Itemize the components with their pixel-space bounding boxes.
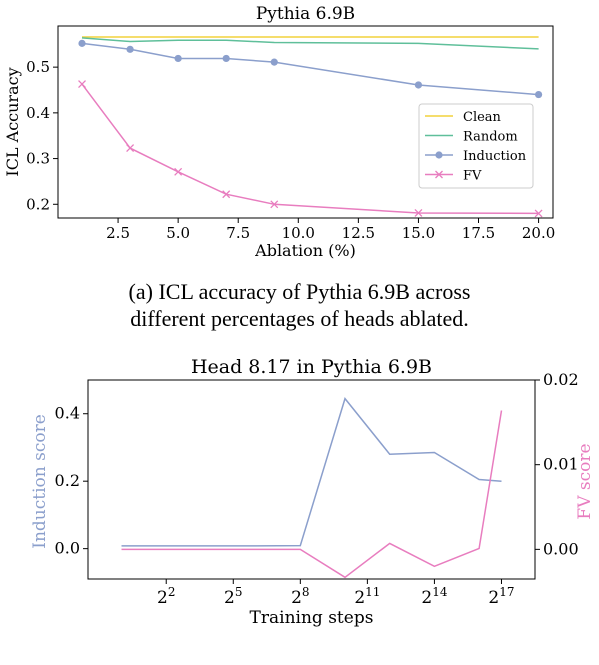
data-point-fv <box>414 209 423 217</box>
y-tick-label: 0.2 <box>26 195 50 213</box>
chart-ablation: Pythia 6.9B 2.5 5.0 7.5 10.0 12.5 15.0 17.5 20.0… <box>3 4 555 260</box>
x-tick-label: 25 <box>224 585 242 608</box>
x-tick-label: 2.5 <box>106 224 130 242</box>
series-line-induction-score <box>121 397 502 547</box>
marker-stroke <box>270 200 279 209</box>
y-tick-label-right: 0.02 <box>543 370 579 389</box>
y-axis-label: ICL Accuracy <box>3 67 22 176</box>
x-tick-label: 211 <box>354 585 380 608</box>
y-tick-label: 0.3 <box>26 150 50 168</box>
marker-stroke <box>78 80 86 89</box>
series-line-fv-score <box>121 410 503 579</box>
legend-label-clean: Clean <box>463 110 502 125</box>
marker-stroke <box>126 144 135 153</box>
data-point-induction <box>78 39 86 47</box>
data-point-induction <box>222 54 230 63</box>
legend-marker-induction <box>435 151 443 159</box>
figure-caption: (a) ICL accuracy of Pythia 6.9B across d… <box>0 278 599 332</box>
legend-label-fv: FV <box>463 169 482 184</box>
x-tick-label: 214 <box>421 585 447 608</box>
chart-title: Head 8.17 in Pythia 6.9B <box>191 356 432 378</box>
marker-stroke <box>222 190 231 199</box>
y-tick-label-right: 0.01 <box>543 455 579 474</box>
legend-label-induction: Induction <box>463 149 527 164</box>
marker-stroke <box>414 209 423 217</box>
marker-stroke <box>534 209 543 218</box>
plot-frame <box>87 379 536 580</box>
y-tick-label-right: 0.00 <box>543 539 579 558</box>
y-axis-label-right: FV score <box>575 443 595 519</box>
data-point-fv <box>78 80 86 89</box>
x-tick-label: 22 <box>157 585 175 608</box>
x-tick-label: 10.0 <box>282 224 315 242</box>
x-axis-label: Ablation (%) <box>254 241 356 260</box>
legend-label-random: Random <box>463 130 518 145</box>
y-tick-label-left: 0.4 <box>55 404 80 423</box>
y-tick-label: 0.4 <box>26 104 50 122</box>
data-point-induction <box>174 54 182 63</box>
x-tick-label: 7.5 <box>226 224 250 242</box>
x-tick-label: 28 <box>291 585 309 608</box>
x-tick-label: 15.0 <box>402 224 435 242</box>
y-tick-label: 0.5 <box>26 58 50 76</box>
marker-stroke <box>174 167 183 176</box>
data-point-fv <box>126 144 135 153</box>
data-point-induction <box>414 81 423 89</box>
y-tick-label-left: 0.2 <box>55 471 80 490</box>
y-tick-label-left: 0.0 <box>55 539 80 558</box>
data-point-fv <box>174 167 183 176</box>
legend-box <box>418 103 534 189</box>
chart-title: Pythia 6.9B <box>256 4 355 24</box>
y-axis-label-left: Induction score <box>30 414 50 549</box>
x-tick-label: 20.0 <box>522 224 555 242</box>
plot-frame <box>57 25 554 219</box>
x-tick-label: 5.0 <box>166 224 190 242</box>
data-point-fv <box>270 200 279 209</box>
caption-line-1: (a) ICL accuracy of Pythia 6.9B across <box>128 279 471 304</box>
caption-line-2: different percentages of heads ablated. <box>130 306 469 331</box>
data-point-fv <box>534 209 543 218</box>
data-point-induction <box>534 90 543 99</box>
x-axis-label: Training steps <box>250 608 374 628</box>
x-tick-label: 17.5 <box>462 224 495 242</box>
legend-marker-fv <box>435 170 443 179</box>
x-tick-label: 217 <box>488 585 514 608</box>
x-tick-label: 12.5 <box>342 224 375 242</box>
data-point-induction <box>270 58 278 66</box>
data-point-induction <box>126 45 134 53</box>
series-line-random <box>81 37 539 50</box>
data-point-fv <box>222 190 231 199</box>
